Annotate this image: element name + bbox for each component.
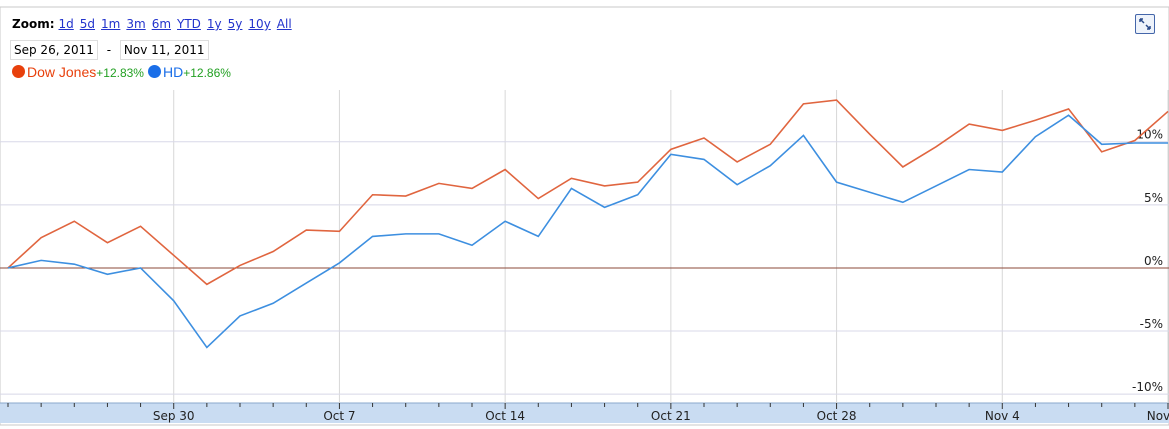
zoom-option[interactable]: 6m bbox=[151, 17, 172, 31]
y-tick-label: -10% bbox=[1132, 380, 1163, 394]
line-series bbox=[7, 99, 1169, 286]
x-tick-label: Oct 28 bbox=[817, 409, 857, 423]
zoom-option[interactable]: 3m bbox=[126, 17, 146, 31]
legend-change: +12.86% bbox=[183, 66, 231, 80]
header: Zoom: 1d 5d 1m 3m 6m YTD 1y 5y 10y All Sep 26, 201… bbox=[0, 0, 1169, 88]
zoom-option[interactable]: 1d bbox=[58, 17, 74, 31]
legend-change: +12.83% bbox=[96, 66, 144, 80]
zoom-label: Zoom: bbox=[12, 17, 55, 31]
y-tick-label: -5% bbox=[1140, 317, 1163, 331]
zoom-option[interactable]: YTD bbox=[177, 17, 201, 31]
x-tick-label: Nov 4 bbox=[985, 409, 1020, 423]
frame bbox=[0, 6, 1169, 426]
zoom-option[interactable]: 5y bbox=[227, 17, 243, 31]
date-separator: - bbox=[106, 43, 112, 57]
legend-dot bbox=[12, 65, 25, 78]
x-tick-label: Oct 21 bbox=[651, 409, 691, 423]
date-range: Sep 26, 2011 - Nov 11, 2011 bbox=[10, 40, 209, 60]
start-date[interactable]: Sep 26, 2011 bbox=[10, 40, 98, 60]
legend-dot bbox=[147, 65, 161, 78]
legend-name: HD bbox=[162, 64, 184, 80]
y-tick-label: 10% bbox=[1136, 128, 1163, 142]
zoom-option[interactable]: 10y bbox=[248, 17, 271, 31]
zoom-bar: Zoom: 1d 5d 1m 3m 6m YTD 1y 5y 10y All bbox=[12, 17, 298, 31]
resize-glyph bbox=[1139, 18, 1151, 30]
x-tick-label: Oct 7 bbox=[323, 409, 355, 423]
x-tick-label: Oct 14 bbox=[485, 409, 525, 423]
y-tick-label: 5% bbox=[1144, 191, 1163, 205]
axis-strip bbox=[0, 403, 1169, 423]
zoom-option[interactable]: 5d bbox=[79, 17, 96, 31]
resize-icon[interactable] bbox=[1135, 14, 1155, 34]
y-tick-label: 0% bbox=[1144, 254, 1163, 268]
x-tick-label: Nov 11 bbox=[1147, 409, 1169, 423]
zoom-option[interactable]: All bbox=[276, 17, 292, 31]
end-date[interactable]: Nov 11, 2011 bbox=[119, 40, 209, 60]
zoom-option[interactable]: 1m bbox=[101, 17, 121, 31]
legend: Dow Jones+12.83% HD+12.86% bbox=[12, 64, 235, 80]
zoom-option[interactable]: 1y bbox=[206, 17, 222, 31]
x-tick-label: Sep 30 bbox=[153, 409, 195, 423]
legend-name: Dow Jones bbox=[27, 64, 97, 80]
line-series bbox=[7, 114, 1168, 349]
